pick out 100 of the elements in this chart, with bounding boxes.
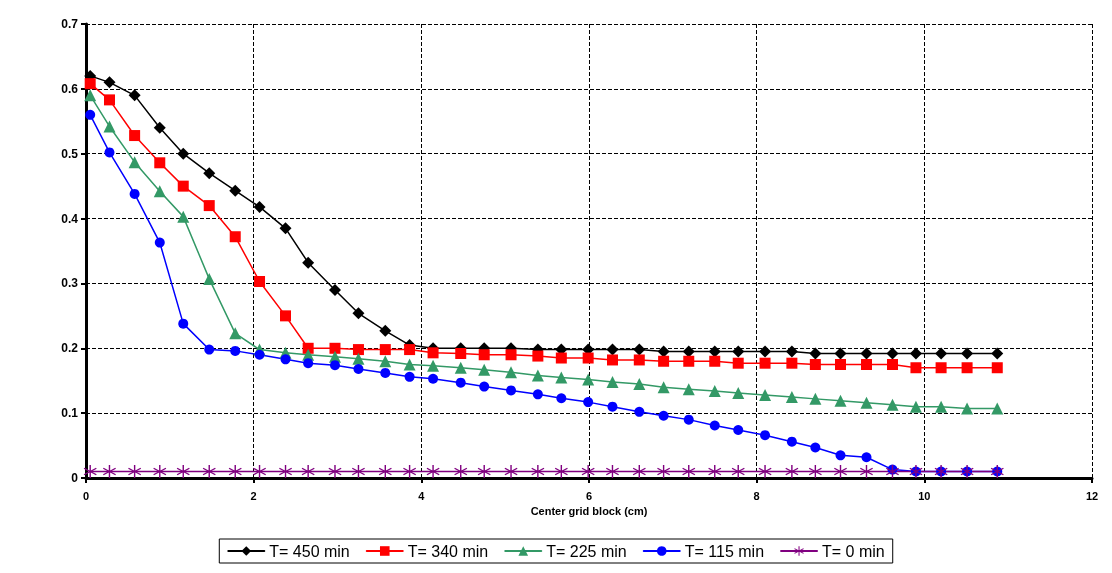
point (759, 388, 772, 401)
point (103, 94, 115, 106)
point (506, 385, 517, 396)
point (177, 180, 189, 192)
point (154, 237, 165, 248)
legend-label: T= 340 min (407, 542, 489, 560)
x-tick-label: 4 (418, 489, 426, 502)
point (85, 109, 96, 120)
point (379, 324, 392, 337)
point (84, 89, 97, 102)
point (731, 465, 745, 479)
point (504, 465, 518, 479)
point (404, 371, 415, 382)
point (606, 343, 619, 356)
point (531, 369, 544, 382)
point (554, 465, 568, 479)
point (885, 465, 899, 479)
legend-label: T= 115 min (684, 542, 765, 560)
point (683, 414, 694, 425)
point (910, 362, 922, 374)
legend-label: T= 225 min (546, 542, 627, 560)
point (279, 465, 293, 479)
point (809, 347, 822, 360)
point (991, 347, 1004, 360)
x-axis-title: Center grid block (cm) (530, 505, 648, 518)
point (886, 359, 898, 370)
point (228, 465, 242, 479)
point (909, 347, 922, 360)
point (301, 465, 315, 479)
point (229, 327, 242, 340)
y-tick-label: 0.3 (61, 276, 79, 291)
point (633, 354, 645, 366)
point (505, 349, 517, 361)
point (379, 344, 391, 356)
point (253, 200, 266, 213)
point (759, 357, 771, 369)
point (835, 359, 846, 370)
point (633, 343, 646, 356)
y-tick-label: 0.4 (61, 211, 79, 226)
point (403, 358, 416, 371)
point (886, 398, 899, 411)
point (607, 401, 618, 412)
point (128, 89, 141, 102)
point (860, 359, 872, 370)
point (658, 355, 670, 367)
y-tick-label: 0.5 (61, 146, 79, 161)
point (732, 345, 745, 358)
point (328, 283, 341, 296)
point (328, 465, 342, 479)
point (103, 120, 116, 133)
point (859, 465, 873, 479)
point (177, 147, 190, 160)
point (732, 387, 745, 400)
point (253, 465, 267, 479)
point (759, 345, 772, 358)
point (809, 359, 821, 370)
point (427, 359, 440, 372)
point (785, 345, 798, 358)
point (834, 465, 847, 479)
point (657, 381, 670, 394)
point (128, 465, 142, 479)
point (427, 347, 439, 359)
point (229, 184, 242, 197)
point (935, 400, 948, 413)
point (129, 188, 140, 199)
point (860, 396, 873, 409)
y-tick-label: 0 (71, 471, 79, 485)
y-tick-label: 0.2 (61, 341, 79, 356)
point (103, 76, 116, 89)
point (708, 465, 722, 479)
point (634, 406, 645, 417)
point (708, 385, 721, 398)
point (583, 397, 594, 408)
point (129, 130, 141, 142)
point (531, 465, 545, 479)
point (176, 465, 190, 479)
point (153, 121, 166, 134)
point (84, 78, 96, 90)
point (860, 347, 873, 360)
point (810, 442, 821, 453)
point (279, 222, 292, 235)
point (478, 349, 490, 361)
point (760, 430, 771, 441)
point (204, 344, 215, 355)
y-tick-label: 0.6 (61, 81, 79, 96)
point (455, 347, 467, 359)
point (935, 347, 948, 360)
point (203, 167, 216, 180)
point (606, 354, 618, 366)
point (478, 363, 491, 376)
x-tick-label: 2 (250, 489, 257, 502)
point (709, 355, 721, 367)
point (177, 210, 190, 223)
point (733, 425, 744, 435)
point (991, 402, 1004, 415)
point (352, 307, 365, 320)
point (633, 377, 646, 390)
point (886, 347, 899, 360)
point (404, 344, 416, 356)
point (555, 352, 567, 364)
